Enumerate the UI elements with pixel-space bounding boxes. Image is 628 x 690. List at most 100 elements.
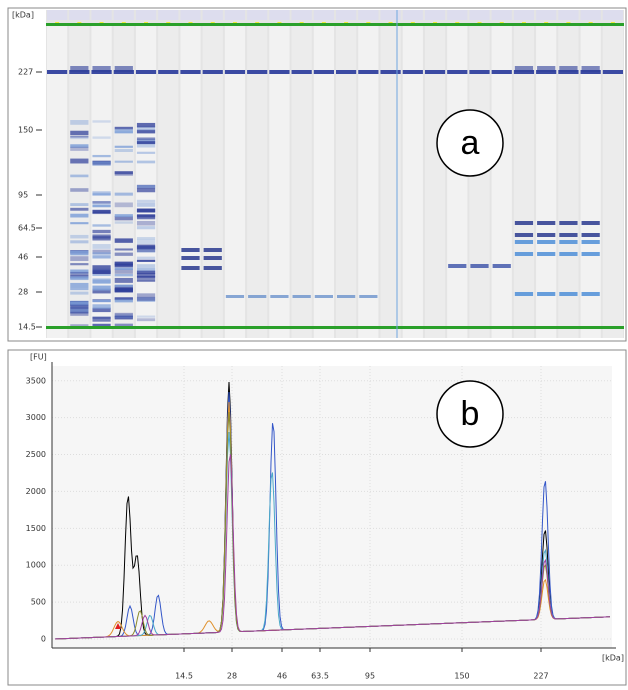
y-tick-label: 95: [18, 191, 28, 200]
band: [136, 138, 156, 143]
marker-band: [247, 70, 268, 74]
band: [70, 269, 89, 274]
band: [114, 202, 133, 208]
band: [114, 312, 133, 318]
band: [537, 221, 556, 225]
y-tick-label: 2000: [26, 487, 46, 496]
y-tick-label: 2500: [26, 450, 46, 459]
band: [92, 265, 111, 270]
band: [92, 204, 111, 208]
x-tick-label: 95: [365, 672, 375, 681]
y-tick-label: 3500: [26, 376, 46, 385]
band: [225, 295, 245, 298]
band: [92, 285, 111, 291]
band: [114, 323, 133, 327]
annotation: a: [461, 124, 480, 162]
lane-header: [424, 10, 446, 20]
marker-band: [291, 70, 312, 74]
plot-shade: [52, 366, 612, 648]
band: [136, 220, 156, 226]
x-tick-label: 46: [277, 672, 287, 681]
band: [292, 295, 311, 298]
band: [114, 192, 133, 196]
band: [70, 256, 89, 261]
band: [114, 171, 133, 176]
band: [114, 215, 133, 221]
lane-header: [580, 10, 601, 20]
band: [136, 275, 156, 279]
y-tick-label: 150: [18, 126, 33, 135]
lane-header: [158, 10, 179, 20]
marker-peak: [115, 623, 121, 629]
band: [581, 292, 600, 296]
band: [92, 279, 111, 284]
band: [114, 284, 133, 288]
lane-header: [602, 10, 623, 20]
y-tick-label: 28: [18, 288, 28, 297]
lane-header: [91, 10, 112, 20]
lane: [113, 26, 134, 338]
band: [114, 129, 133, 134]
band: [70, 174, 89, 178]
lane: [380, 26, 401, 338]
band: [70, 240, 89, 244]
band: [581, 221, 600, 225]
band: [114, 252, 133, 256]
lane: [224, 26, 246, 338]
lane: [47, 26, 68, 338]
band: [136, 239, 156, 245]
band: [136, 293, 156, 298]
band: [114, 238, 133, 243]
band: [203, 248, 222, 252]
x-tick-label: 28: [227, 672, 237, 681]
band: [136, 151, 156, 154]
band: [136, 160, 156, 164]
lane: [291, 26, 312, 338]
annotation-circle: [436, 109, 504, 177]
lane: [447, 26, 468, 338]
band: [136, 129, 156, 134]
band: [70, 305, 89, 310]
band: [92, 288, 111, 294]
band: [359, 295, 378, 298]
band: [70, 269, 89, 275]
electropherogram: [FU] [kDa] 0 500 1000 1500 2000 2500 3000 3500 14.…: [26, 353, 624, 681]
band: [70, 301, 89, 306]
band: [514, 66, 534, 72]
band: [70, 271, 89, 276]
band: [70, 135, 89, 140]
band: [448, 264, 467, 268]
band: [203, 256, 222, 260]
band: [537, 66, 556, 72]
lane-header: [291, 10, 312, 20]
band: [114, 261, 133, 265]
band: [136, 185, 156, 188]
band: [203, 266, 222, 270]
lane-header: [469, 10, 490, 20]
band: [514, 292, 534, 296]
band: [136, 315, 156, 318]
lane: [424, 26, 446, 338]
band: [537, 252, 556, 256]
band: [114, 131, 133, 134]
lane-header: [113, 10, 134, 20]
marker-band: [47, 70, 68, 74]
marker-band: [380, 70, 401, 74]
band: [136, 256, 156, 260]
band: [92, 234, 111, 238]
band: [70, 66, 89, 72]
band: [114, 160, 133, 163]
y-tick-label: 3000: [26, 413, 46, 422]
band: [114, 171, 133, 175]
marker-band: [358, 70, 379, 74]
lane: [602, 26, 623, 338]
band: [514, 240, 534, 244]
x-tick-label: 150: [454, 672, 469, 681]
band: [136, 137, 156, 141]
band: [136, 318, 156, 322]
y-tick-label: 227: [18, 68, 33, 77]
band: [136, 249, 156, 253]
band: [136, 144, 156, 148]
lane: [158, 26, 179, 338]
